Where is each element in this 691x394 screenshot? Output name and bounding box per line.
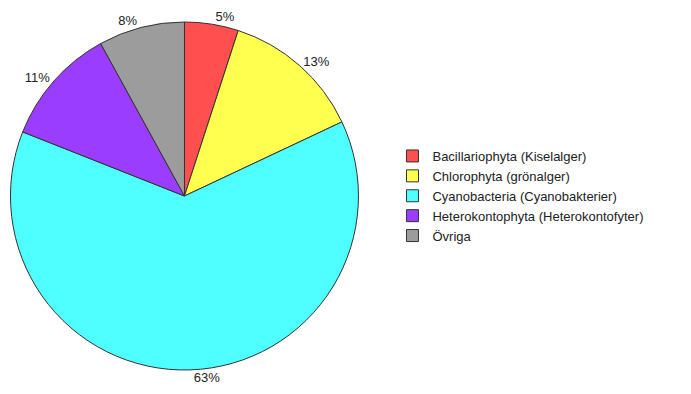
svg-text:Övriga: Övriga	[432, 229, 471, 244]
svg-text:Heterokontophyta (Heterokontof: Heterokontophyta (Heterokontofyter)	[432, 209, 643, 224]
svg-text:Cyanobacteria (Cyanobakterier): Cyanobacteria (Cyanobakterier)	[432, 189, 616, 204]
svg-text:5%: 5%	[215, 9, 234, 24]
svg-text:Bacillariophyta (Kiselalger): Bacillariophyta (Kiselalger)	[432, 149, 586, 164]
svg-text:8%: 8%	[118, 13, 137, 28]
svg-text:13%: 13%	[303, 54, 329, 69]
svg-text:Chlorophyta (grönalger): Chlorophyta (grönalger)	[432, 169, 569, 184]
svg-text:11%: 11%	[25, 70, 50, 85]
svg-text:63%: 63%	[194, 370, 220, 385]
